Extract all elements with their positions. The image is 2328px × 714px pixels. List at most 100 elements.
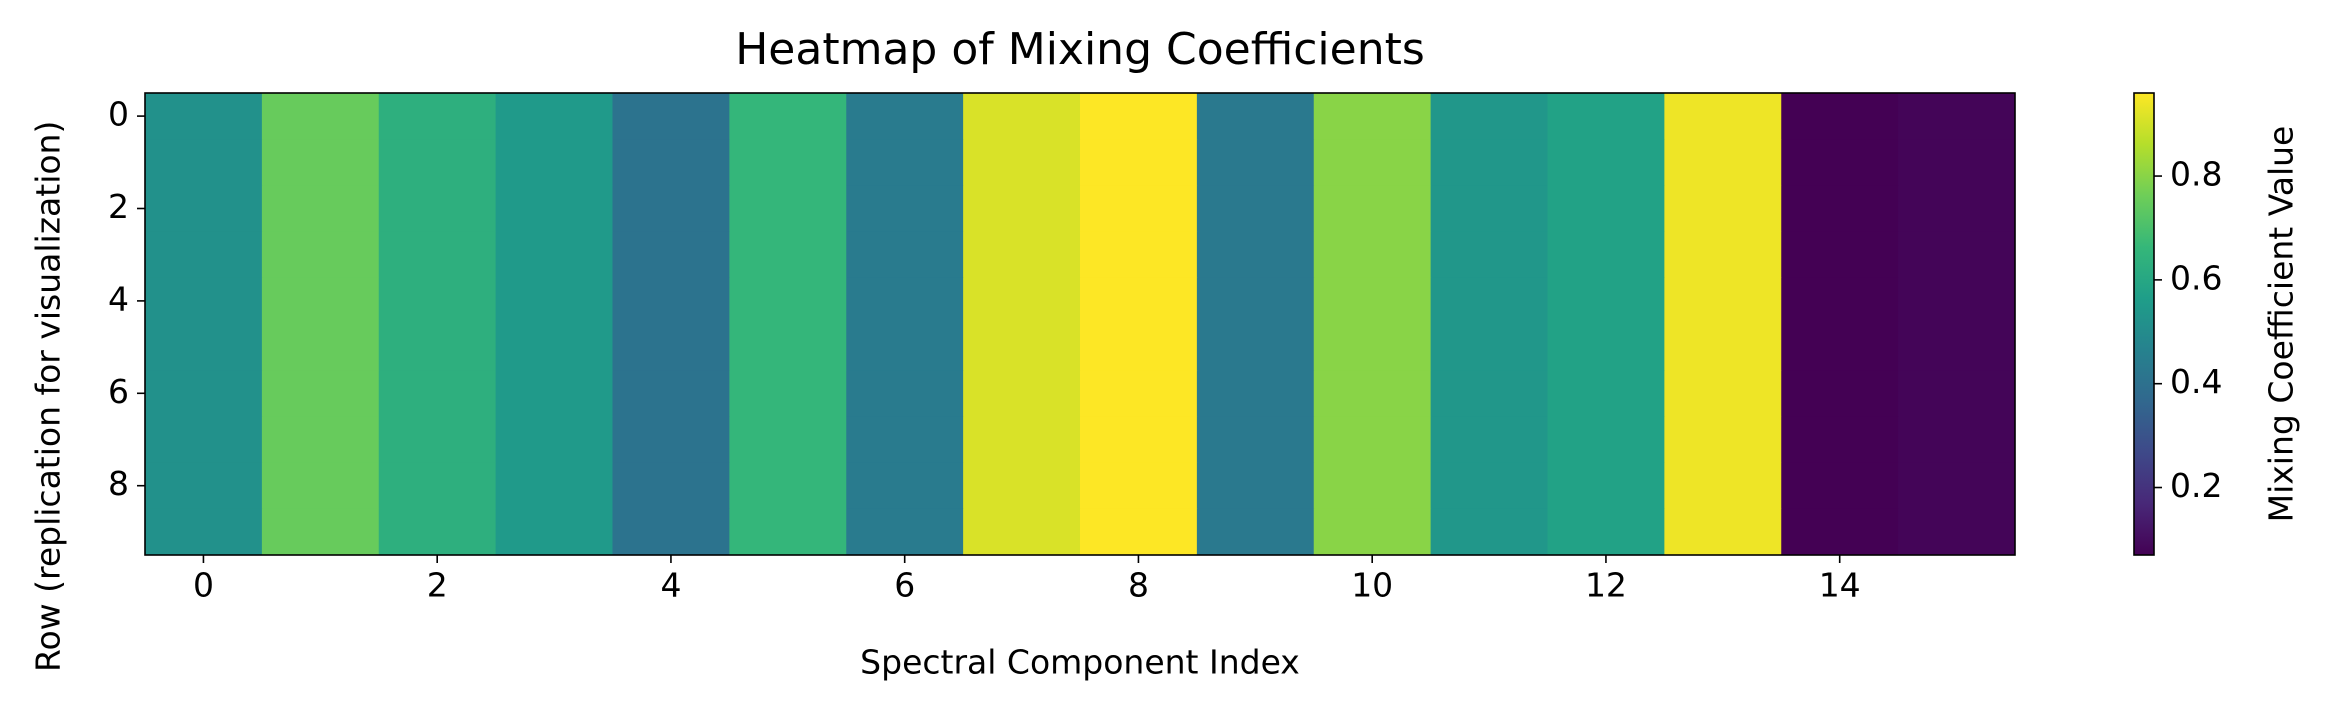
heatmap-cell	[729, 277, 847, 325]
heatmap-cell	[1547, 508, 1665, 556]
heatmap-cell	[1196, 93, 1315, 140]
heatmap-cell	[612, 139, 730, 186]
heatmap-cell	[495, 231, 613, 279]
y-tick-label: 2	[108, 187, 129, 226]
heatmap-cell	[1196, 139, 1315, 186]
heatmap-cell	[1664, 185, 1782, 233]
heatmap-cell	[1313, 231, 1432, 279]
heatmap-cell	[1196, 508, 1315, 556]
heatmap-cell	[1430, 416, 1548, 464]
heatmap-cell	[495, 416, 613, 464]
colorbar	[2133, 92, 2155, 556]
heatmap-cell	[729, 416, 847, 464]
heatmap-cell	[729, 370, 847, 417]
heatmap-cell	[846, 416, 964, 464]
heatmap-cell	[729, 139, 847, 186]
heatmap-cell	[729, 93, 847, 140]
heatmap-cell	[145, 462, 263, 510]
heatmap-cell	[1898, 93, 2016, 140]
heatmap-cell	[963, 370, 1081, 417]
y-axis-label: Row (replication for visualization)	[29, 121, 68, 672]
heatmap-cell	[378, 277, 497, 325]
heatmap-cell	[846, 508, 964, 556]
heatmap-cell	[729, 185, 847, 233]
heatmap-cell	[495, 277, 613, 325]
heatmap-cell	[378, 324, 497, 371]
colorbar-tick-label: 0.2	[2170, 466, 2222, 505]
heatmap-cell	[261, 93, 380, 140]
heatmap-cell	[1313, 370, 1432, 417]
heatmap-cell	[378, 231, 497, 279]
heatmap-cell	[612, 508, 730, 556]
heatmap-cell	[1898, 462, 2016, 510]
heatmap-cell	[145, 416, 263, 464]
heatmap-cell	[1196, 231, 1315, 279]
heatmap-cell	[1547, 185, 1665, 233]
heatmap-cell	[261, 416, 380, 464]
colorbar-tick-label: 0.4	[2170, 362, 2222, 401]
heatmap-cell	[1430, 93, 1548, 140]
heatmap-cell	[495, 462, 613, 510]
heatmap-cell	[963, 277, 1081, 325]
heatmap-cell	[261, 139, 380, 186]
heatmap-cell	[1898, 416, 2016, 464]
heatmap-cell	[495, 508, 613, 556]
heatmap-cell	[846, 231, 964, 279]
heatmap-cell	[612, 370, 730, 417]
heatmap-cell	[145, 185, 263, 233]
y-tick-label: 0	[108, 95, 129, 134]
heatmap-cell	[1430, 231, 1548, 279]
heatmap-cell	[846, 93, 964, 140]
heatmap-cell	[378, 93, 497, 140]
heatmap-cell	[495, 139, 613, 186]
heatmap-cell	[1781, 231, 1899, 279]
heatmap-cell	[261, 508, 380, 556]
x-tick-label: 8	[1128, 566, 1149, 605]
heatmap-cell	[495, 370, 613, 417]
heatmap-cell	[729, 231, 847, 279]
heatmap-cell	[261, 277, 380, 325]
heatmap-cell	[1898, 324, 2016, 371]
heatmap-cell	[612, 277, 730, 325]
heatmap-cell	[145, 508, 263, 556]
heatmap-cell	[1080, 93, 1198, 140]
heatmap-cell	[1313, 185, 1432, 233]
heatmap-cell	[145, 93, 263, 140]
heatmap-cell	[1664, 324, 1782, 371]
heatmap-cell	[1781, 416, 1899, 464]
heatmap-cell	[1080, 277, 1198, 325]
heatmap-cell	[1781, 185, 1899, 233]
heatmap-cell	[1664, 370, 1782, 417]
heatmap-cell	[261, 324, 380, 371]
heatmap-cell	[1898, 508, 2016, 556]
heatmap-cell	[1664, 462, 1782, 510]
heatmap-cell	[1196, 185, 1315, 233]
heatmap-cell	[1313, 508, 1432, 556]
heatmap-cell	[495, 185, 613, 233]
heatmap-cell	[846, 370, 964, 417]
heatmap-cell	[612, 324, 730, 371]
heatmap-cell	[1898, 370, 2016, 417]
y-tick-label: 4	[108, 279, 129, 318]
heatmap-cell	[729, 324, 847, 371]
heatmap-cell	[1547, 370, 1665, 417]
chart-title: Heatmap of Mixing Coefficients	[735, 24, 1425, 75]
heatmap-cell	[963, 139, 1081, 186]
heatmap-cell	[1664, 416, 1782, 464]
heatmap-cell	[378, 508, 497, 556]
heatmap-cell	[495, 324, 613, 371]
heatmap-cell	[261, 370, 380, 417]
heatmap-cell	[1898, 139, 2016, 186]
heatmap-cell	[378, 185, 497, 233]
heatmap-cell	[1196, 416, 1315, 464]
heatmap-cell	[1664, 139, 1782, 186]
heatmap-cell	[846, 462, 964, 510]
heatmap-cell	[963, 185, 1081, 233]
heatmap-cell	[378, 370, 497, 417]
heatmap-cell	[1080, 370, 1198, 417]
heatmap-cell	[1313, 416, 1432, 464]
heatmap-cell	[145, 324, 263, 371]
heatmap-cell	[261, 462, 380, 510]
heatmap-cell	[1080, 416, 1198, 464]
heatmap-cell	[1781, 370, 1899, 417]
